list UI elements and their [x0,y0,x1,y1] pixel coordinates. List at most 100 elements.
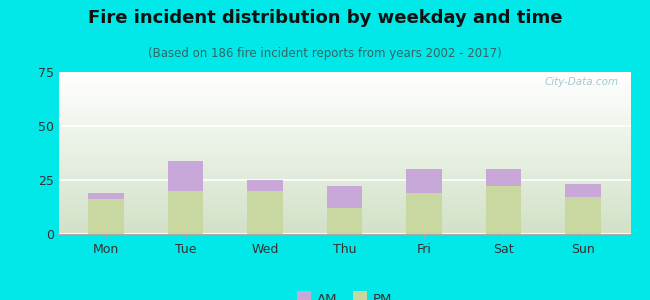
Bar [58,207,630,208]
Bar [565,197,601,234]
Bar [58,109,630,110]
Bar [58,201,630,202]
Bar [58,171,630,172]
Bar [58,228,630,229]
Bar [486,169,521,187]
Bar [58,167,630,168]
Bar [58,178,630,179]
Bar [58,115,630,116]
Bar [565,184,601,197]
Bar [58,215,630,216]
Bar [58,203,630,204]
Bar [58,168,630,169]
Bar [58,118,630,119]
Bar [326,187,363,208]
Bar [326,208,363,234]
Bar [58,183,630,184]
Bar [58,141,630,142]
Bar [58,227,630,228]
Bar [58,205,630,206]
Bar [58,226,630,227]
Bar [58,131,630,132]
Bar [58,220,630,221]
Bar [58,217,630,218]
Bar [58,129,630,130]
Bar [58,92,630,93]
Bar [58,99,630,100]
Bar [58,210,630,211]
Bar [88,200,124,234]
Bar [58,198,630,199]
Bar [58,116,630,117]
Bar [58,140,630,141]
Bar [58,206,630,207]
Bar [58,151,630,152]
Bar [58,128,630,129]
Bar [58,86,630,87]
Bar [58,108,630,109]
Bar [58,187,630,188]
Bar [58,218,630,219]
Bar [58,190,630,191]
Bar [58,225,630,226]
Bar [406,169,442,193]
Bar [58,136,630,137]
Bar [58,157,630,158]
Bar [58,80,630,81]
Bar [58,119,630,120]
Bar [58,191,630,192]
Bar [58,199,630,200]
Bar [58,114,630,115]
Bar [58,83,630,84]
Bar [58,222,630,223]
Bar [58,93,630,94]
Bar [58,90,630,91]
Bar [58,150,630,151]
Bar [168,191,203,234]
Bar [58,122,630,123]
Bar [58,192,630,193]
Bar [58,85,630,86]
Bar [58,221,630,222]
Text: (Based on 186 fire incident reports from years 2002 - 2017): (Based on 186 fire incident reports from… [148,46,502,59]
Bar [58,74,630,75]
Bar [58,174,630,175]
Bar [58,170,630,171]
Bar [58,195,630,196]
Bar [58,230,630,231]
Bar [58,213,630,214]
Bar [58,189,630,190]
Bar [58,173,630,174]
Bar [58,103,630,104]
Bar [58,87,630,88]
Bar [58,79,630,80]
Bar [58,101,630,102]
Bar [58,123,630,124]
Bar [58,180,630,181]
Bar [58,166,630,167]
Bar [58,106,630,107]
Bar [58,77,630,78]
Bar [58,137,630,138]
Bar [58,96,630,97]
Bar [58,164,630,165]
Bar [58,224,630,225]
Bar [58,76,630,77]
Bar [58,138,630,139]
Bar [58,185,630,186]
Bar [58,126,630,127]
Bar [58,186,630,187]
Bar [58,134,630,135]
Bar [58,184,630,185]
Bar [58,75,630,76]
Bar [58,163,630,164]
Bar [58,216,630,217]
Bar [58,219,630,220]
Bar [58,149,630,150]
Bar [58,104,630,105]
Legend: AM, PM: AM, PM [292,288,397,300]
Bar [58,117,630,118]
Bar [58,148,630,149]
Bar [58,158,630,159]
Bar [58,179,630,180]
